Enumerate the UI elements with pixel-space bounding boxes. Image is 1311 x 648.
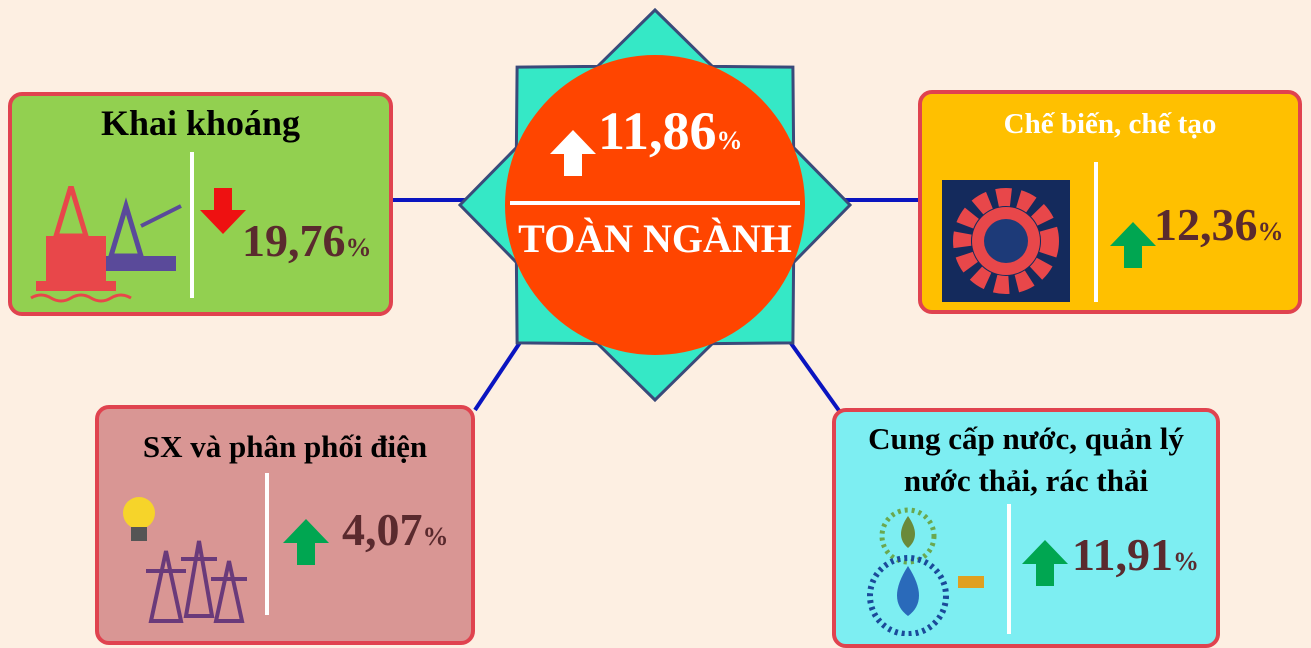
- arrow-shape: [283, 519, 329, 565]
- sector-title: Cung cấp nước, quản lý nước thải, rác th…: [836, 418, 1216, 502]
- connector: [475, 335, 525, 410]
- sector-title: SX và phân phối điện: [99, 429, 471, 465]
- divider: [190, 152, 194, 298]
- value: 4,07: [342, 504, 423, 555]
- sector-value: 12,36%: [1154, 198, 1284, 251]
- center-value: 11,86%: [598, 100, 743, 162]
- sector-card: SX và phân phối điện 4,07%: [95, 405, 475, 645]
- center-label: TOÀN NGÀNH: [505, 215, 805, 262]
- arrow-shape: [200, 188, 246, 234]
- sector-value: 19,76%: [242, 214, 372, 267]
- divider: [1007, 504, 1011, 634]
- trend-arrow: [200, 188, 246, 234]
- arrow: [200, 188, 246, 234]
- sector-card: Cung cấp nước, quản lý nước thải, rác th…: [832, 408, 1220, 648]
- unit: %: [717, 126, 743, 155]
- mining-icon: [26, 186, 186, 311]
- connector: [785, 335, 840, 412]
- sector-value: 11,91%: [1072, 528, 1199, 581]
- sector-value: 4,07%: [342, 503, 449, 556]
- sector-title: Chế biến, chế tạo: [922, 108, 1298, 141]
- value: 11,91: [1072, 529, 1173, 580]
- unit: %: [1173, 547, 1199, 576]
- arrow: [1110, 222, 1156, 268]
- divider: [265, 473, 269, 615]
- sector-card: Chế biến, chế tạo 12,36%: [918, 90, 1302, 314]
- unit: %: [1258, 217, 1284, 246]
- water-icon: [858, 506, 998, 636]
- infographic: 11,86% TOÀN NGÀNH Khai khoáng 19,76% Chế…: [0, 0, 1311, 629]
- unit: %: [346, 233, 372, 262]
- arrow: [283, 519, 329, 565]
- arrow-shape: [550, 130, 596, 176]
- unit: %: [423, 522, 449, 551]
- sector-card: Khai khoáng 19,76%: [8, 92, 393, 316]
- trend-arrow: [1022, 540, 1068, 586]
- arrow: [550, 130, 596, 176]
- power-icon: [111, 491, 261, 631]
- value: 11,86: [598, 101, 717, 161]
- center-value-group: 11,86%: [540, 100, 770, 180]
- arrow-shape: [1110, 222, 1156, 268]
- trend-arrow: [550, 130, 596, 176]
- arrow-shape: [1022, 540, 1068, 586]
- divider: [1094, 162, 1098, 302]
- value: 19,76: [242, 215, 346, 266]
- arrow: [1022, 540, 1068, 586]
- value: 12,36: [1154, 199, 1258, 250]
- sector-title: Khai khoáng: [12, 102, 389, 144]
- gear-icon: [942, 180, 1070, 302]
- trend-arrow: [283, 519, 329, 565]
- trend-arrow: [1110, 222, 1156, 268]
